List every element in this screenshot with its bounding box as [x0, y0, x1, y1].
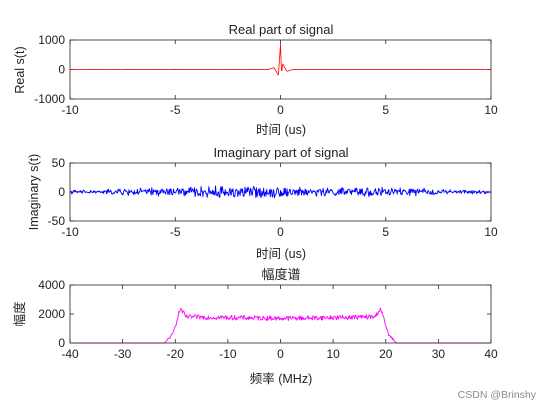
- imag-part-ytick-label: 50: [52, 156, 66, 170]
- imag-part-ylabel: Imaginary s(t): [27, 154, 41, 230]
- spectrum-series: [70, 307, 491, 344]
- imag-part-xtick-label: 0: [277, 225, 284, 239]
- real-part-ticks: -10 -5 0 5 10 -1000 0 1000: [34, 33, 498, 117]
- real-part-xtick-label: 0: [277, 103, 284, 117]
- imag-part-xtick-label: 5: [382, 225, 389, 239]
- real-part-xtick-label: 10: [484, 103, 498, 117]
- spectrum-xtick-label: 30: [432, 347, 446, 361]
- spectrum-xtick-label: -40: [61, 347, 79, 361]
- imag-part-xtick-label: -10: [61, 225, 79, 239]
- spectrum-series-line: [70, 307, 491, 344]
- spectrum-ytick-label: 2000: [38, 307, 65, 321]
- real-part-xtick-label: -5: [170, 103, 181, 117]
- spectrum-ytick-label: 4000: [38, 278, 65, 292]
- spectrum-xtick-label: 40: [484, 347, 498, 361]
- real-part-ytick-label: 1000: [38, 33, 65, 47]
- real-part-series: [69, 44, 492, 76]
- imag-part-subplot: Imaginary part of signal -10 -5 0 5 10-50050…: [27, 145, 498, 261]
- real-part-subplot: Real part of signal -10 -5 0 5 10-100001000 …: [13, 22, 498, 137]
- watermark: CSDN @Brinshy: [458, 389, 537, 401]
- spectrum-xtick-label: 20: [379, 347, 393, 361]
- real-part-xlabel: 时间 (us): [256, 123, 306, 137]
- real-part-ytick-label: 0: [58, 63, 65, 77]
- spectrum-subplot: 幅度谱 -40 -30 -20 -10 0 10 20 30 40 0 2000 4000 频率 (M…: [12, 267, 498, 386]
- real-part-xtick-label: -10: [61, 103, 79, 117]
- real-part-axes-box: [69, 39, 492, 100]
- imag-part-title: Imaginary part of signal: [213, 145, 348, 160]
- imag-part-series-line: [69, 185, 492, 199]
- spectrum-xtick-label: -30: [114, 347, 132, 361]
- spectrum-ylabel: 幅度: [12, 301, 27, 327]
- imag-part-xtick-label: -5: [170, 225, 181, 239]
- real-part-ylabel: Real s(t): [13, 46, 27, 93]
- spectrum-xlabel: 频率 (MHz): [250, 371, 313, 386]
- real-part-ytick-label: -1000: [34, 92, 65, 106]
- spectrum-xtick-label: 10: [326, 347, 340, 361]
- imag-part-axes-box: [69, 162, 492, 222]
- imag-part-xlabel: 时间 (us): [256, 247, 306, 261]
- real-part-title: Real part of signal: [229, 22, 334, 37]
- spectrum-ytick-label: 0: [58, 336, 65, 350]
- spectrum-xtick-label: -20: [167, 347, 185, 361]
- spectrum-ticks: -40 -30 -20 -10 0 10 20 30 40 0 2000 4000: [38, 278, 498, 361]
- spectrum-xtick-label: -10: [219, 347, 237, 361]
- spectrum-axes-box: [69, 284, 492, 344]
- imag-part-ytick-label: 0: [58, 185, 65, 199]
- spectrum-title: 幅度谱: [261, 267, 300, 283]
- real-part-xtick-label: 5: [382, 103, 389, 117]
- imag-part-xtick-label: 10: [484, 225, 498, 239]
- spectrum-xtick-label: 0: [277, 347, 284, 361]
- imag-part-ytick-label: -50: [48, 214, 66, 228]
- real-part-series-line: [69, 44, 492, 76]
- imag-part-series: [69, 185, 492, 199]
